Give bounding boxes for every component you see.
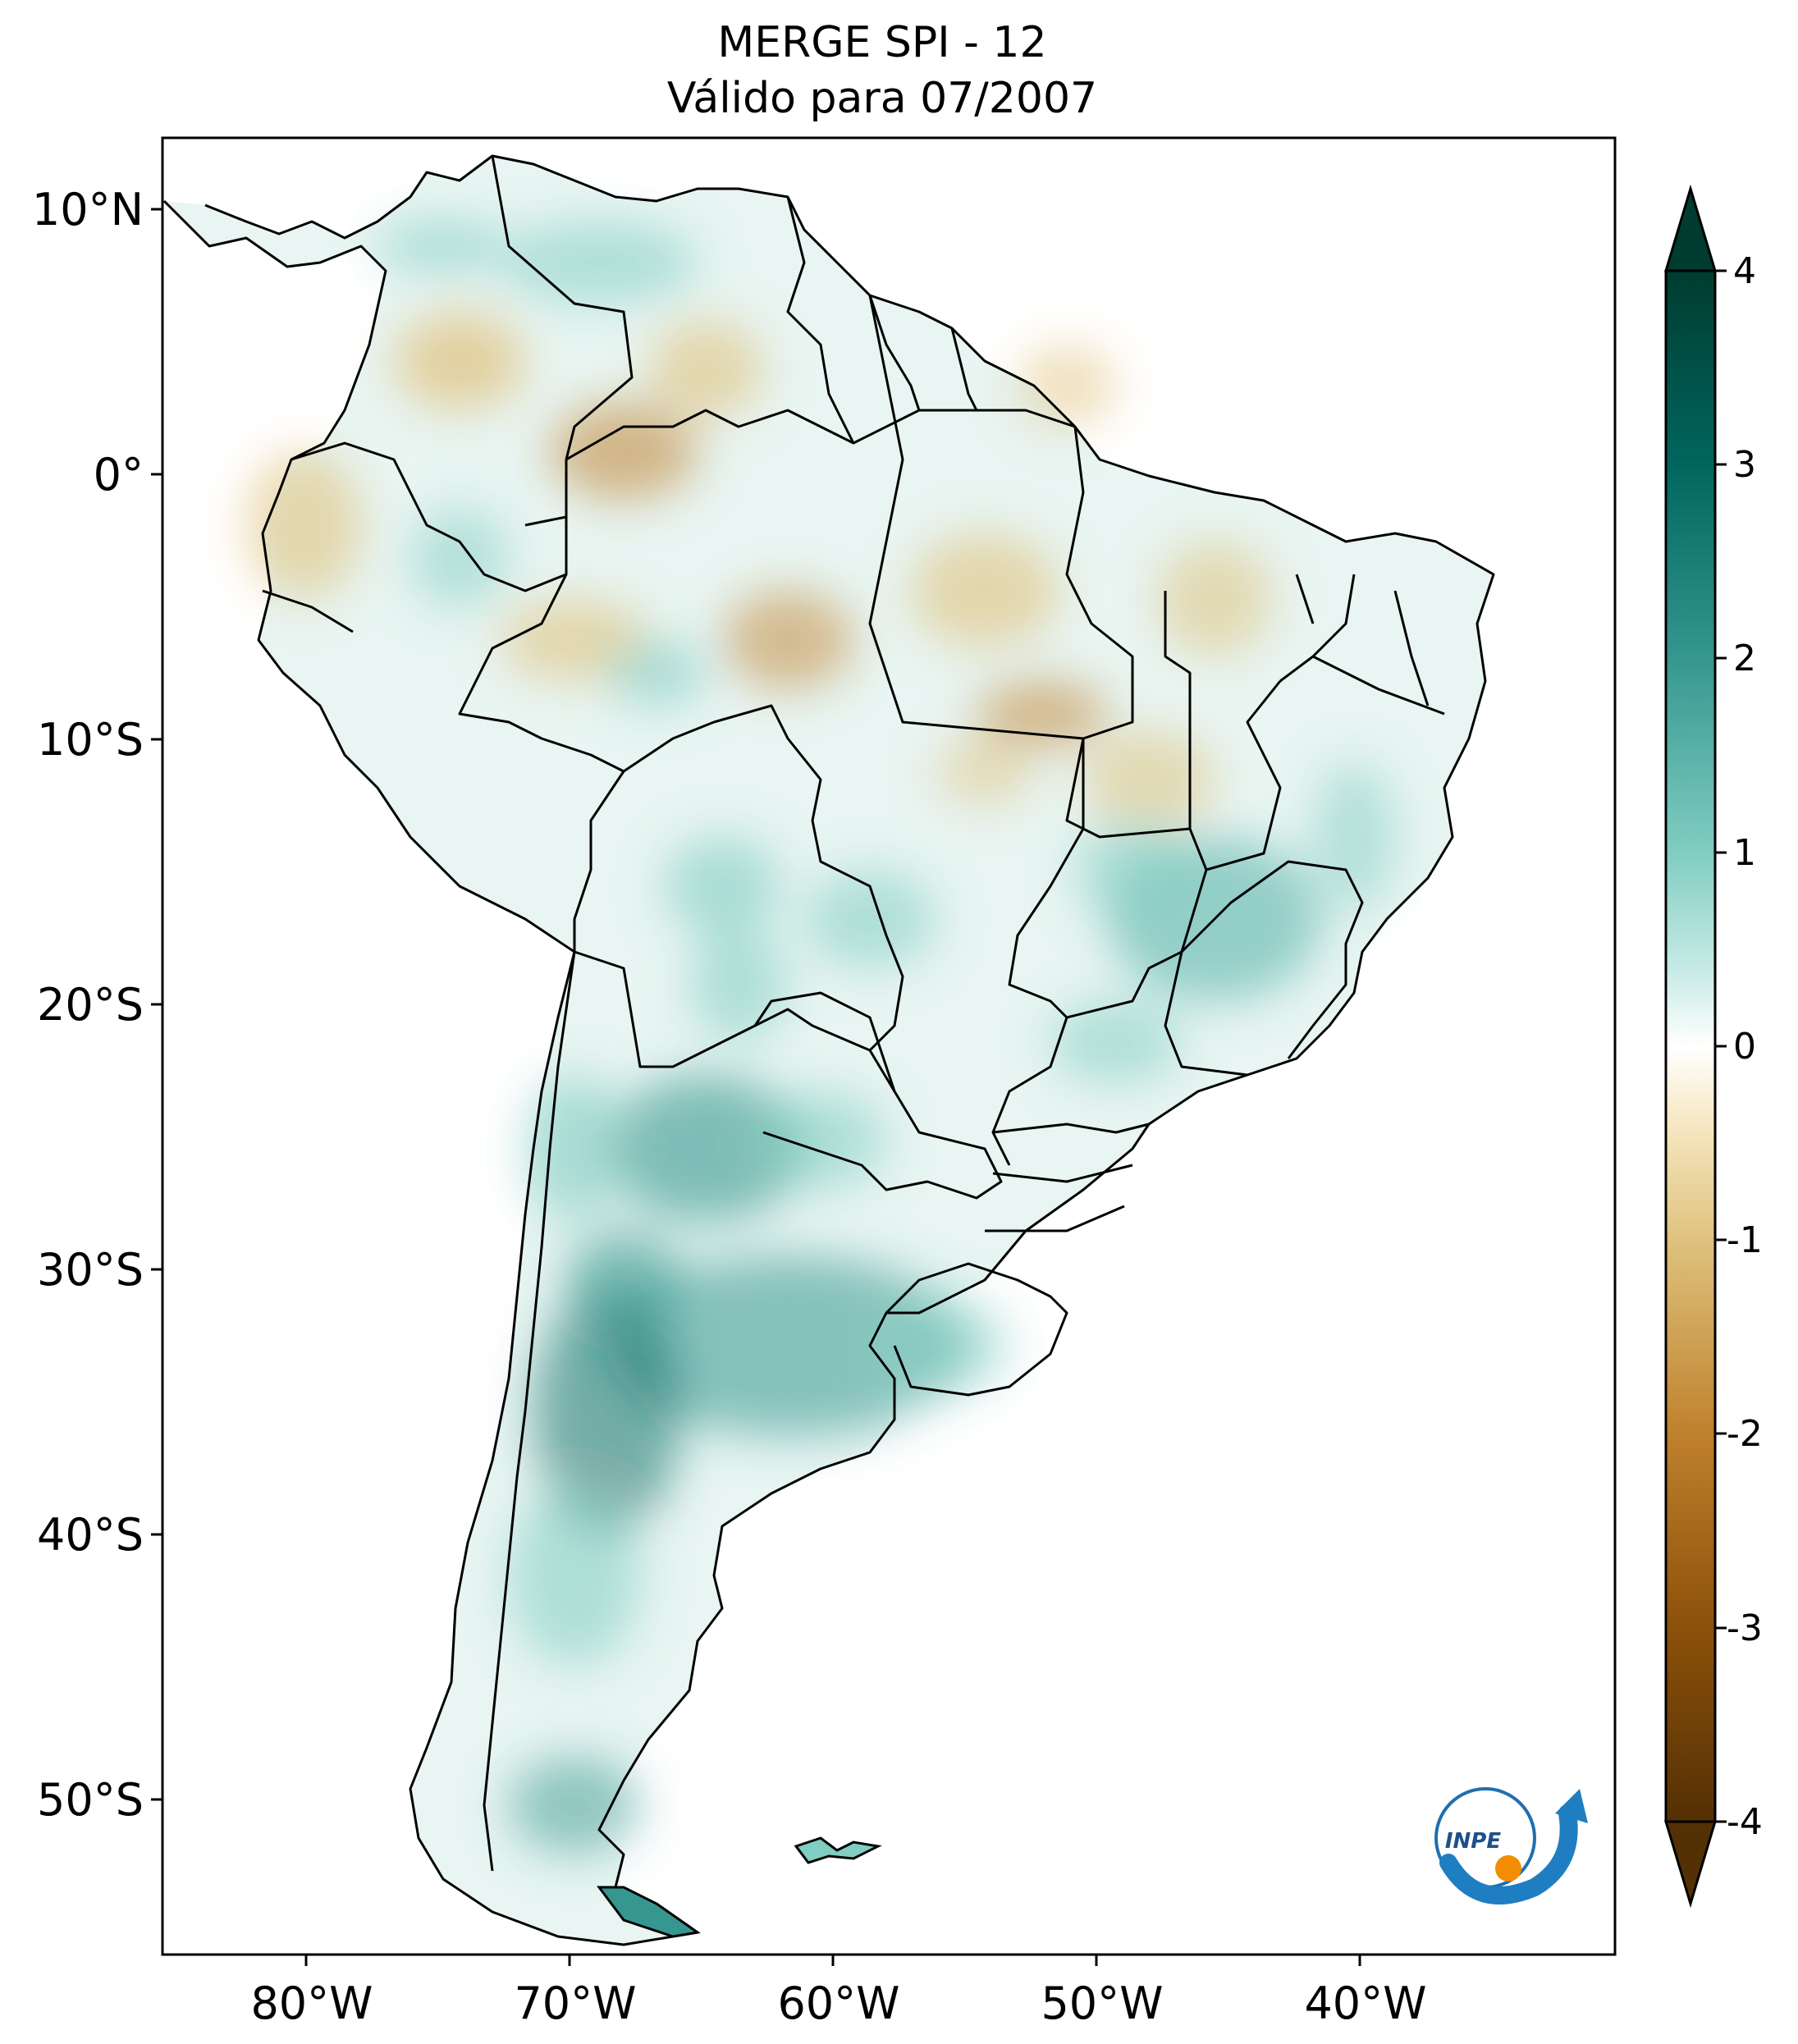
colorbar-tick: 2: [1733, 638, 1756, 679]
spi-field: [246, 222, 1395, 1854]
lat-label: 30°S: [37, 1244, 144, 1296]
lon-label: 50°W: [1041, 1978, 1163, 2029]
colorbar-tick: -1: [1727, 1219, 1763, 1261]
falkland-islands: [794, 1836, 882, 1864]
lon-label: 70°W: [514, 1978, 636, 2029]
colorbar-tick: 4: [1733, 250, 1756, 292]
colorbar-ticks: 4 3 2 1 0 -1 -2 -3 -4: [1727, 250, 1763, 1843]
colorbar-max-extend: [1663, 184, 1718, 272]
colorbar-tick: 3: [1733, 444, 1756, 486]
colorbar-tick: 0: [1733, 1026, 1756, 1068]
lat-label: 10°S: [37, 714, 144, 766]
map-frame: [161, 136, 1617, 1956]
latitude-labels: 10°N 0° 10°S 20°S 30°S 40°S 50°S: [32, 184, 144, 1826]
lon-label: 40°W: [1304, 1978, 1426, 2029]
colorbar-min-extend: [1663, 1820, 1718, 1909]
colorbar: 4 3 2 1 0 -1 -2 -3 -4: [1663, 184, 1763, 1909]
tierra-del-fuego: [597, 1886, 701, 1938]
inpe-logo: INPE: [1434, 1787, 1588, 1905]
map-subtitle: Válido para 07/2007: [666, 74, 1098, 123]
lon-label: 80°W: [250, 1978, 373, 2029]
lat-label: 0°: [94, 449, 144, 501]
logo-text: INPE: [1445, 1829, 1501, 1854]
colorbar-tick: -4: [1727, 1801, 1763, 1843]
colorbar-tick: 1: [1733, 832, 1756, 874]
colorbar-gradient: [1664, 269, 1717, 1823]
lat-label: 40°S: [37, 1509, 144, 1561]
colorbar-tick: -2: [1727, 1413, 1763, 1455]
boundaries: [162, 154, 1495, 1946]
lon-label: 60°W: [777, 1978, 899, 2029]
lat-label: 10°N: [32, 184, 144, 235]
lat-label: 20°S: [37, 979, 144, 1031]
map-title: MERGE SPI - 12: [717, 18, 1047, 67]
colorbar-tick: -3: [1727, 1607, 1763, 1649]
longitude-labels: 80°W 70°W 60°W 50°W 40°W: [250, 1978, 1426, 2029]
lat-label: 50°S: [37, 1774, 144, 1826]
